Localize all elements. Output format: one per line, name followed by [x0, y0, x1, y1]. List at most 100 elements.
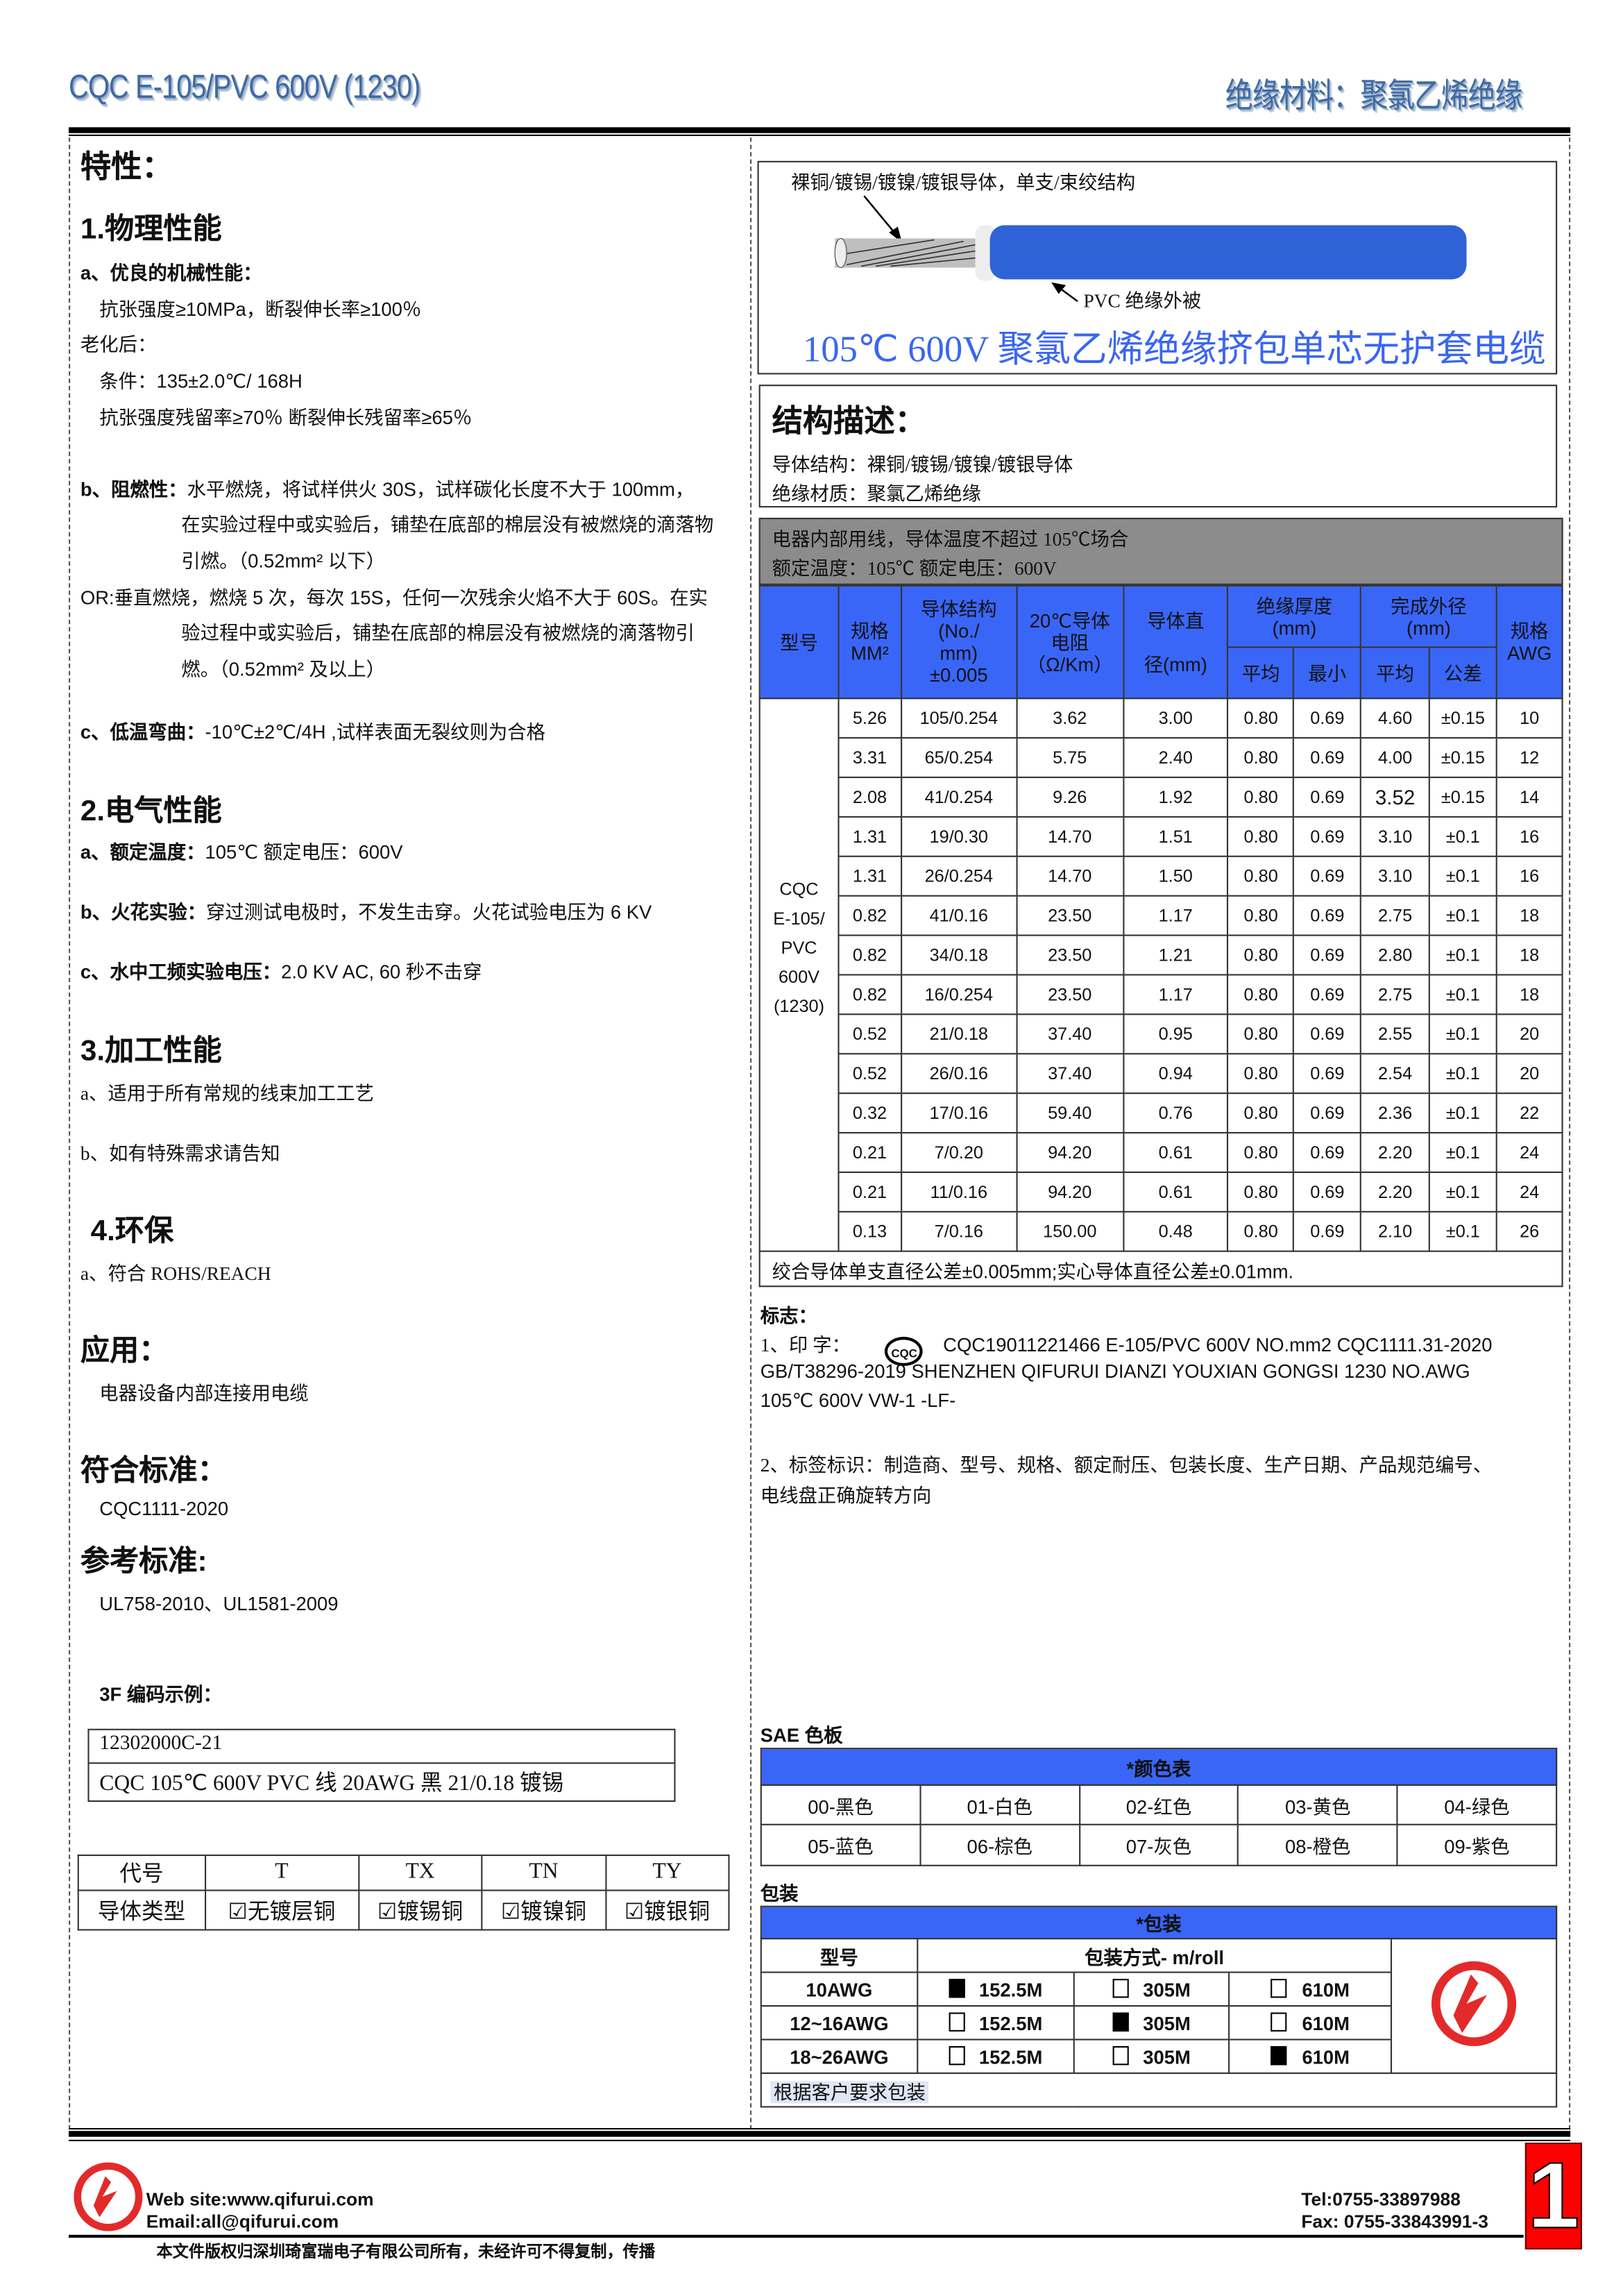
table-cell: 17/0.16 [900, 1092, 1017, 1134]
flame-line2: 在实验过程中或实验后，铺垫在底部的棉层没有被燃烧的滴落物 [181, 513, 714, 536]
table-cell: 11/0.16 [900, 1171, 1017, 1213]
table-cell: ±0.1 [1428, 1210, 1497, 1252]
company-logo-icon [1431, 1961, 1517, 2046]
table-cell: 9.26 [1015, 776, 1124, 818]
footer-bottom-rule [69, 2234, 1524, 2238]
code-value: ☑镀银铜 [604, 1889, 730, 1931]
table-row: 12~16AWG 152.5M 305M 610M [760, 2004, 1556, 2041]
color-item: 02-红色 [1078, 1784, 1239, 1825]
table-cell: 3.31 [838, 737, 902, 779]
table-cell: 0.69 [1293, 1131, 1362, 1173]
table-cell: 105/0.254 [900, 698, 1017, 739]
water-test-label: c、水中工频实验电压： [80, 961, 282, 984]
table-cell: ±0.1 [1428, 1013, 1497, 1055]
package-option: 305M [1072, 1971, 1230, 2007]
conductor-label: 裸铜/镀锡/镀镍/镀银导体，单支/束绞结构 [791, 171, 1136, 194]
footer-rule-thin2 [69, 2139, 1571, 2141]
code-example-desc: CQC 105℃ 600V PVC 线 20AWG 黑 21/0.18 镀锡 [99, 1772, 564, 1796]
table-cell: 21/0.18 [900, 1013, 1017, 1055]
table-cell: 0.69 [1293, 1053, 1362, 1095]
cable-title: 105℃ 600V 聚氯乙烯绝缘挤包单芯无护套电缆 [802, 330, 1546, 371]
header-awg: 规格 AWG [1495, 584, 1563, 700]
website[interactable]: Web site:www.qifurui.com [146, 2189, 374, 2210]
table-cell: 14 [1495, 776, 1563, 818]
checkbox-icon [948, 2011, 965, 2031]
water-test-text: 2.0 KV AC, 60 秒不击穿 [281, 961, 482, 984]
package-option: 152.5M [916, 1971, 1075, 2007]
email[interactable]: Email:all@qifurui.com [146, 2211, 339, 2232]
table-cell: 24 [1495, 1171, 1563, 1213]
flame-label: b、阻燃性： [80, 478, 187, 500]
table-cell: 23.50 [1015, 895, 1124, 936]
conductor-code-table: 代号 T TX TN TY 导体类型 ☑无镀层铜 ☑镀锡铜 ☑镀镍铜 ☑镀银铜 [77, 1854, 730, 1931]
header-ins-min: 最小 [1293, 646, 1362, 700]
checkbox-icon [1112, 2011, 1129, 2031]
packaging-title: 包装 [760, 1882, 799, 1905]
table-cell: 0.82 [838, 934, 902, 976]
table-cell: 7/0.16 [900, 1210, 1017, 1252]
table-cell: 2.75 [1360, 974, 1431, 1015]
table-cell: 2.75 [1360, 895, 1431, 936]
code-value: ☑无镀层铜 [204, 1889, 359, 1931]
table-cell: 0.76 [1122, 1092, 1229, 1134]
table-cell: 0.52 [838, 1013, 902, 1055]
color-item: 04-绿色 [1396, 1784, 1558, 1825]
footer-rule-thin [69, 2127, 1571, 2130]
label-line1: 2、标签标识：制造商、型号、规格、额定耐压、包装长度、生产日期、产品规范编号、 [760, 1453, 1493, 1476]
table-cell: 0.80 [1227, 1210, 1295, 1252]
header-model: 型号 [758, 584, 840, 700]
table-cell: 0.95 [1122, 1013, 1229, 1055]
package-option: 305M [1072, 2004, 1230, 2041]
table-cell: 18 [1495, 974, 1563, 1015]
table-row: 0.82 41/0.16 23.50 1.17 0.80 0.69 2.75 ±0.1 18 [760, 895, 1563, 936]
table-row: 10AWG 152.5M 305M 610M [760, 1971, 1556, 2007]
package-option: 152.5M [916, 2038, 1075, 2075]
company-logo-icon [74, 2162, 143, 2231]
table-cell: ±0.1 [1428, 1131, 1497, 1173]
table-cell: 0.69 [1293, 737, 1362, 779]
header-size: 规格 MM² [838, 584, 902, 700]
package-model: 10AWG [760, 1971, 919, 2007]
table-cell: 150.00 [1015, 1210, 1124, 1252]
table-row: 3.31 65/0.254 5.75 2.40 0.80 0.69 4.00 ±0.15 12 [760, 737, 1563, 779]
standard-text: CQC1111-2020 [99, 1497, 229, 1520]
table-cell: 0.69 [1293, 855, 1362, 897]
aging-label: 老化后： [80, 333, 157, 356]
header-od-avg: 平均 [1360, 646, 1431, 700]
table-cell: 0.82 [838, 974, 902, 1015]
header-diameter: 导体直 径(mm) [1122, 584, 1229, 700]
table-cell: ±0.15 [1428, 698, 1497, 739]
table-cell: 0.80 [1227, 1131, 1295, 1173]
label-line2: 电线盘正确旋转方向 [760, 1484, 932, 1507]
header-rule [69, 127, 1571, 133]
table-cell: ±0.1 [1428, 1053, 1497, 1095]
color-table: *颜色表 00-黑色 01-白色 02-红色 03-黄色 04-绿色 05-蓝色 06-棕… [760, 1748, 1558, 1866]
code-example-box: 12302000C-21 CQC 105℃ 600V PVC 线 20AWG 黑… [87, 1728, 676, 1803]
table-cell: 34/0.18 [900, 934, 1017, 976]
table-cell: 41/0.16 [900, 895, 1017, 936]
table-cell: 0.13 [838, 1210, 902, 1252]
table-cell: 3.52 [1360, 776, 1431, 818]
table-cell: 3.10 [1360, 855, 1431, 897]
table-row: 0.82 16/0.254 23.50 1.17 0.80 0.69 2.75 ±0.1 18 [760, 974, 1563, 1015]
packaging-note: 根据客户要求包装 [760, 2072, 1558, 2108]
table-cell: 18 [1495, 895, 1563, 936]
table-cell: 0.21 [838, 1171, 902, 1213]
material-category: 绝缘材料：聚氯乙烯绝缘 [1225, 76, 1523, 115]
marking-line1: CQC19011221466 E-105/PVC 600V NO.mm2 CQC… [943, 1333, 1493, 1356]
tensile-text: 抗张强度≥10MPa，断裂伸长率≥100％ [99, 298, 422, 321]
table-cell: 0.94 [1122, 1053, 1229, 1095]
table-cell: 2.20 [1360, 1171, 1431, 1213]
marking-line2: GB/T38296-2019 SHENZHEN QIFURUI DIANZI Y… [760, 1360, 1470, 1383]
table-cell: 1.51 [1122, 816, 1229, 857]
table-cell: 0.61 [1122, 1171, 1229, 1213]
table-cell: 2.08 [838, 776, 902, 818]
header-od-tol: 公差 [1428, 646, 1497, 700]
table-cell: 12 [1495, 737, 1563, 779]
table-cell: 16 [1495, 816, 1563, 857]
table-cell: 37.40 [1015, 1013, 1124, 1055]
table-cell: 5.26 [838, 698, 902, 739]
table-row: 0.82 34/0.18 23.50 1.21 0.80 0.69 2.80 ±0.1 18 [760, 934, 1563, 976]
color-chart-title: SAE 色板 [760, 1724, 843, 1747]
code-value: ☑镀镍铜 [481, 1889, 606, 1931]
